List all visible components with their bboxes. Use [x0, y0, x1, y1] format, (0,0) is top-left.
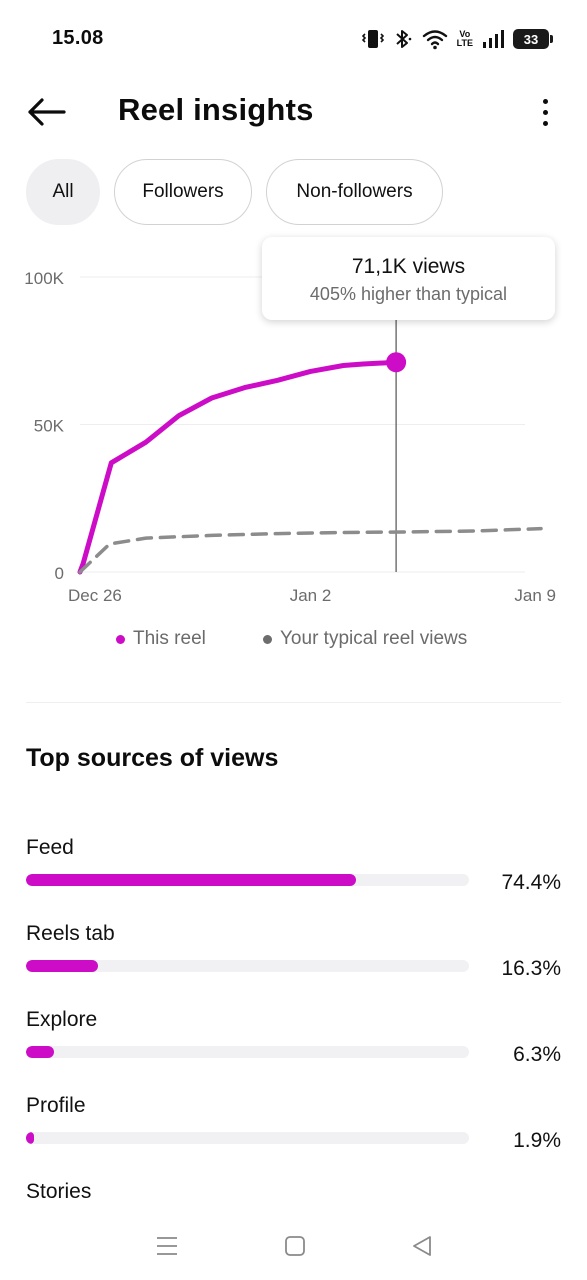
status-icons: Vo LTE 33	[361, 26, 553, 52]
source-bar-fill	[26, 960, 99, 972]
nav-back-button[interactable]	[402, 1230, 442, 1262]
source-bar-fill	[26, 874, 356, 886]
bluetooth-icon	[395, 30, 411, 48]
back-button[interactable]	[22, 90, 70, 134]
battery-icon: 33	[513, 29, 553, 49]
section-divider	[26, 702, 561, 703]
source-row-explore: Explore 6.3%	[26, 1008, 561, 1094]
source-row-reels-tab: Reels tab 16.3%	[26, 922, 561, 1008]
x-tick-label: Jan 2	[290, 586, 332, 605]
legend-this-reel: This reel	[116, 628, 206, 650]
x-tick-label: Dec 26	[68, 586, 122, 605]
volte-icon: Vo LTE	[457, 30, 473, 48]
header: Reel insights	[0, 76, 587, 148]
chart-tooltip: 71,1K views 405% higher than typical	[262, 237, 555, 320]
nav-menu-button[interactable]	[147, 1230, 187, 1262]
legend-this-reel-dot	[116, 634, 125, 644]
source-bar-track	[26, 960, 469, 972]
source-bar-track	[26, 1132, 469, 1144]
highlight-point	[386, 352, 407, 373]
source-label: Feed	[26, 836, 74, 859]
x-tick-label: Jan 9	[514, 586, 556, 605]
source-value: 6.3%	[513, 1043, 561, 1066]
arrow-left-icon	[28, 98, 66, 126]
signal-icon	[483, 30, 504, 48]
source-bar-track	[26, 1046, 469, 1058]
status-time: 15.08	[52, 27, 104, 49]
legend-typical: Your typical reel views	[263, 628, 467, 650]
legend-typical-dot	[263, 634, 272, 644]
source-label: Explore	[26, 1008, 98, 1031]
y-tick-label: 100K	[24, 269, 64, 288]
menu-icon	[157, 1237, 177, 1255]
y-tick-label: 50K	[34, 417, 65, 436]
source-label: Profile	[26, 1094, 86, 1117]
filter-all-chip[interactable]: All	[26, 159, 100, 225]
vibrate-icon	[361, 30, 384, 48]
filter-non-followers-chip[interactable]: Non-followers	[266, 159, 443, 225]
sources-title: Top sources of views	[26, 744, 279, 772]
home-square-icon	[285, 1236, 305, 1256]
audience-filters: All Followers Non-followers	[26, 159, 443, 225]
more-dot	[542, 120, 548, 126]
tooltip-comparison: 405% higher than typical	[309, 284, 508, 304]
more-options-button[interactable]	[533, 90, 557, 134]
volte-bottom-label: LTE	[456, 38, 473, 48]
page-title: Reel insights	[118, 92, 314, 127]
tooltip-views: 71,1K views	[351, 255, 466, 278]
battery-level: 33	[523, 31, 539, 47]
status-bar: 15.08 Vo LTE 33	[0, 0, 587, 76]
filter-followers-chip[interactable]: Followers	[114, 159, 252, 225]
triangle-back-icon	[413, 1236, 431, 1256]
more-dot	[542, 98, 548, 104]
wifi-icon	[422, 30, 447, 50]
system-nav-bar	[0, 1210, 587, 1280]
source-row-profile: Profile 1.9%	[26, 1094, 561, 1180]
y-tick-label: 0	[55, 564, 64, 583]
source-value: 1.9%	[513, 1129, 561, 1152]
source-bar-fill	[26, 1046, 54, 1058]
nav-home-button[interactable]	[275, 1230, 315, 1262]
source-row-feed: Feed 74.4%	[26, 836, 561, 922]
source-value: 74.4%	[501, 871, 561, 894]
legend-typical-label: Your typical reel views	[280, 628, 468, 649]
source-bar-track	[26, 874, 469, 886]
typical-views-line	[78, 526, 543, 574]
this-reel-line	[77, 359, 399, 575]
legend-this-reel-label: This reel	[133, 628, 206, 649]
source-value: 16.3%	[501, 957, 561, 980]
source-row-stories: Stories	[26, 1180, 561, 1210]
source-bar-fill	[26, 1132, 35, 1144]
volte-top-label: Vo	[459, 29, 471, 39]
source-label: Stories	[26, 1180, 92, 1203]
more-dot	[542, 109, 548, 115]
source-label: Reels tab	[26, 922, 115, 945]
views-chart: 0 50K 100K Dec 26 Jan 2 Jan 9 71,1K views 405…	[0, 230, 587, 670]
